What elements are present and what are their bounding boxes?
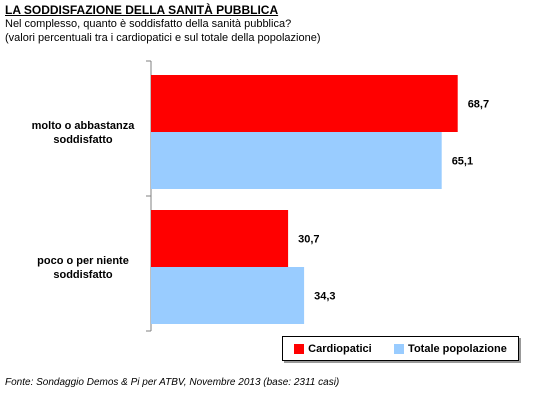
legend-swatch-totale xyxy=(394,343,405,354)
chart-legend: Cardiopatici Totale popolazione xyxy=(282,336,519,361)
source-note: Fonte: Sondaggio Demos & Pi per ATBV, No… xyxy=(5,377,340,388)
bar-totale-1 xyxy=(151,267,305,324)
value-label-cardiopatici-1: 30,7 xyxy=(298,234,319,246)
legend-label-cardiopatici: Cardiopatici xyxy=(308,342,372,355)
bar-cardiopatici-0 xyxy=(151,75,458,132)
chart-subtitle: Nel complesso, quanto è soddisfatto dell… xyxy=(5,17,321,45)
subtitle-line-2: (valori percentuali tra i cardiopatici e… xyxy=(5,32,321,44)
bar-totale-0 xyxy=(151,132,442,189)
bar-cardiopatici-1 xyxy=(151,210,289,267)
subtitle-line-1: Nel complesso, quanto è soddisfatto dell… xyxy=(5,18,292,30)
value-label-cardiopatici-0: 68,7 xyxy=(468,99,489,111)
value-label-totale-0: 65,1 xyxy=(452,156,473,168)
legend-item-totale: Totale popolazione xyxy=(394,343,507,355)
legend-label-totale: Totale popolazione xyxy=(408,342,507,355)
value-label-totale-1: 34,3 xyxy=(314,291,335,303)
category-label-0: molto o abbastanza soddisfatto xyxy=(32,120,136,146)
chart-title: LA SODDISFAZIONE DELLA SANITÀ PUBBLICA xyxy=(5,3,279,17)
legend-item-cardiopatici: Cardiopatici xyxy=(294,343,372,355)
category-label-1: poco o per niente soddisfatto xyxy=(37,255,129,281)
legend-swatch-cardiopatici xyxy=(294,343,305,354)
